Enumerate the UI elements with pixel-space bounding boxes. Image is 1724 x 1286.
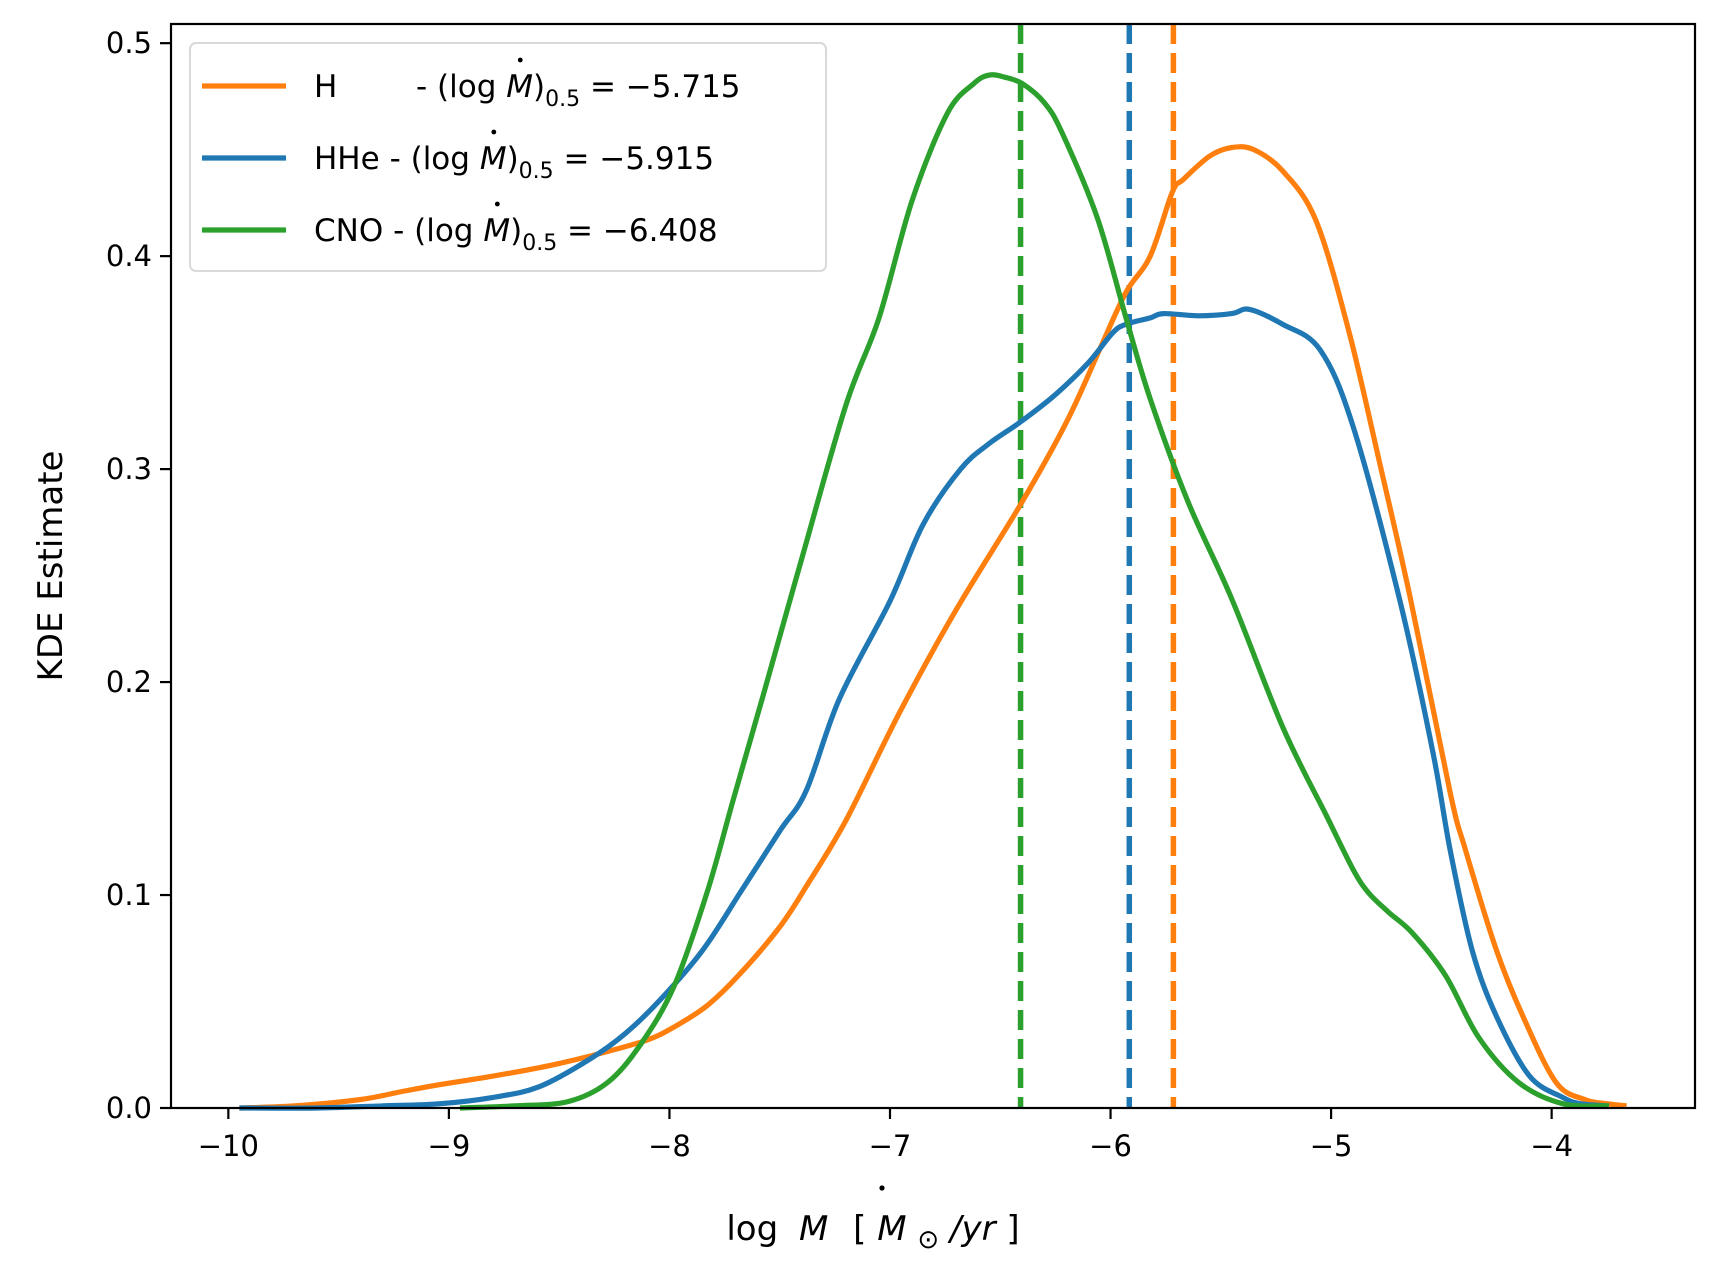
- legend-equals: =: [580, 69, 626, 105]
- legend-entry-cno: CNO - (log M)0.5 = −6.408: [202, 201, 718, 256]
- y-tick-label: 0.1: [106, 878, 152, 912]
- legend-median-value: −5.715: [626, 69, 741, 105]
- x-axis-ticks: −10 −9 −8 −7 −6 −5 −4: [198, 1108, 1573, 1163]
- legend-subscript: 0.5: [545, 87, 580, 112]
- legend-expr-close: ): [533, 69, 545, 105]
- legend-median-value: −5.915: [599, 141, 714, 177]
- y-tick-label: 0.4: [106, 239, 152, 273]
- x-tick-label: −10: [198, 1129, 259, 1163]
- legend-series-name: H: [314, 69, 337, 105]
- x-axis-label-bracket-close: ]: [1006, 1209, 1019, 1249]
- kde-curve-hhe: [239, 306, 1610, 1111]
- y-tick-label: 0.0: [106, 1091, 152, 1125]
- legend-mdot: M: [506, 69, 533, 105]
- legend-mdot: M: [480, 141, 507, 177]
- x-tick-label: −9: [428, 1129, 471, 1163]
- legend-entry-h: H - (log M)0.5 = −5.715: [202, 57, 741, 112]
- legend-equals: =: [557, 213, 603, 249]
- y-tick-label: 0.3: [106, 452, 152, 486]
- legend-expr-close: ): [507, 141, 519, 177]
- legend-median-value: −6.408: [603, 213, 718, 249]
- legend-expr-close: ): [510, 213, 522, 249]
- legend-series-name: HHe: [314, 141, 390, 177]
- x-axis-label-dot-accent: [879, 1185, 885, 1191]
- legend-dot-accent: [517, 57, 523, 63]
- legend-equals: =: [554, 141, 600, 177]
- x-axis-label-msun: M: [877, 1209, 906, 1249]
- y-axis-ticks: 0.0 0.1 0.2 0.3 0.4 0.5: [106, 26, 171, 1125]
- legend-series-name: CNO: [314, 213, 393, 249]
- legend-label: H - (log M)0.5 = −5.715: [314, 69, 741, 112]
- x-tick-label: −5: [1310, 1129, 1353, 1163]
- x-axis-label-mdot: M: [799, 1209, 828, 1249]
- legend-expr-open: - (log: [393, 213, 483, 249]
- y-axis-label: KDE Estimate: [31, 451, 71, 682]
- x-axis-label-unit: /yr: [947, 1209, 998, 1249]
- legend-mdot: M: [483, 213, 510, 249]
- x-tick-label: −6: [1089, 1129, 1132, 1163]
- x-axis-label-sun-symbol: ⊙: [917, 1225, 939, 1255]
- median-lines: [1017, 24, 1177, 1108]
- x-tick-label: −8: [648, 1129, 691, 1163]
- legend-expr-open: - (log: [416, 69, 506, 105]
- x-axis-label-log: log: [726, 1209, 778, 1249]
- x-tick-label: −7: [869, 1129, 912, 1163]
- legend-subscript: 0.5: [522, 231, 557, 256]
- kde-curve-cno: [459, 72, 1610, 1111]
- legend-subscript: 0.5: [519, 159, 554, 184]
- legend-dot-accent: [491, 129, 497, 135]
- x-axis-label-bracket-open: [: [853, 1209, 866, 1249]
- y-tick-label: 0.2: [106, 665, 152, 699]
- legend-frame: [189, 42, 827, 272]
- plot-area: [169, 22, 1697, 1111]
- legend-entry-hhe: HHe - (log M)0.5 = −5.915: [202, 129, 714, 184]
- legend-expr-open: - (log: [390, 141, 480, 177]
- legend-label: CNO - (log M)0.5 = −6.408: [314, 213, 718, 256]
- legend-dot-accent: [494, 201, 500, 207]
- x-tick-label: −4: [1530, 1129, 1573, 1163]
- legend-label: HHe - (log M)0.5 = −5.915: [314, 141, 714, 184]
- kde-curves: [239, 72, 1627, 1111]
- y-tick-label: 0.5: [106, 26, 152, 60]
- x-axis-label: log M [ M ⊙ /yr ]: [726, 1209, 1019, 1257]
- axes-frame: [169, 22, 1697, 1110]
